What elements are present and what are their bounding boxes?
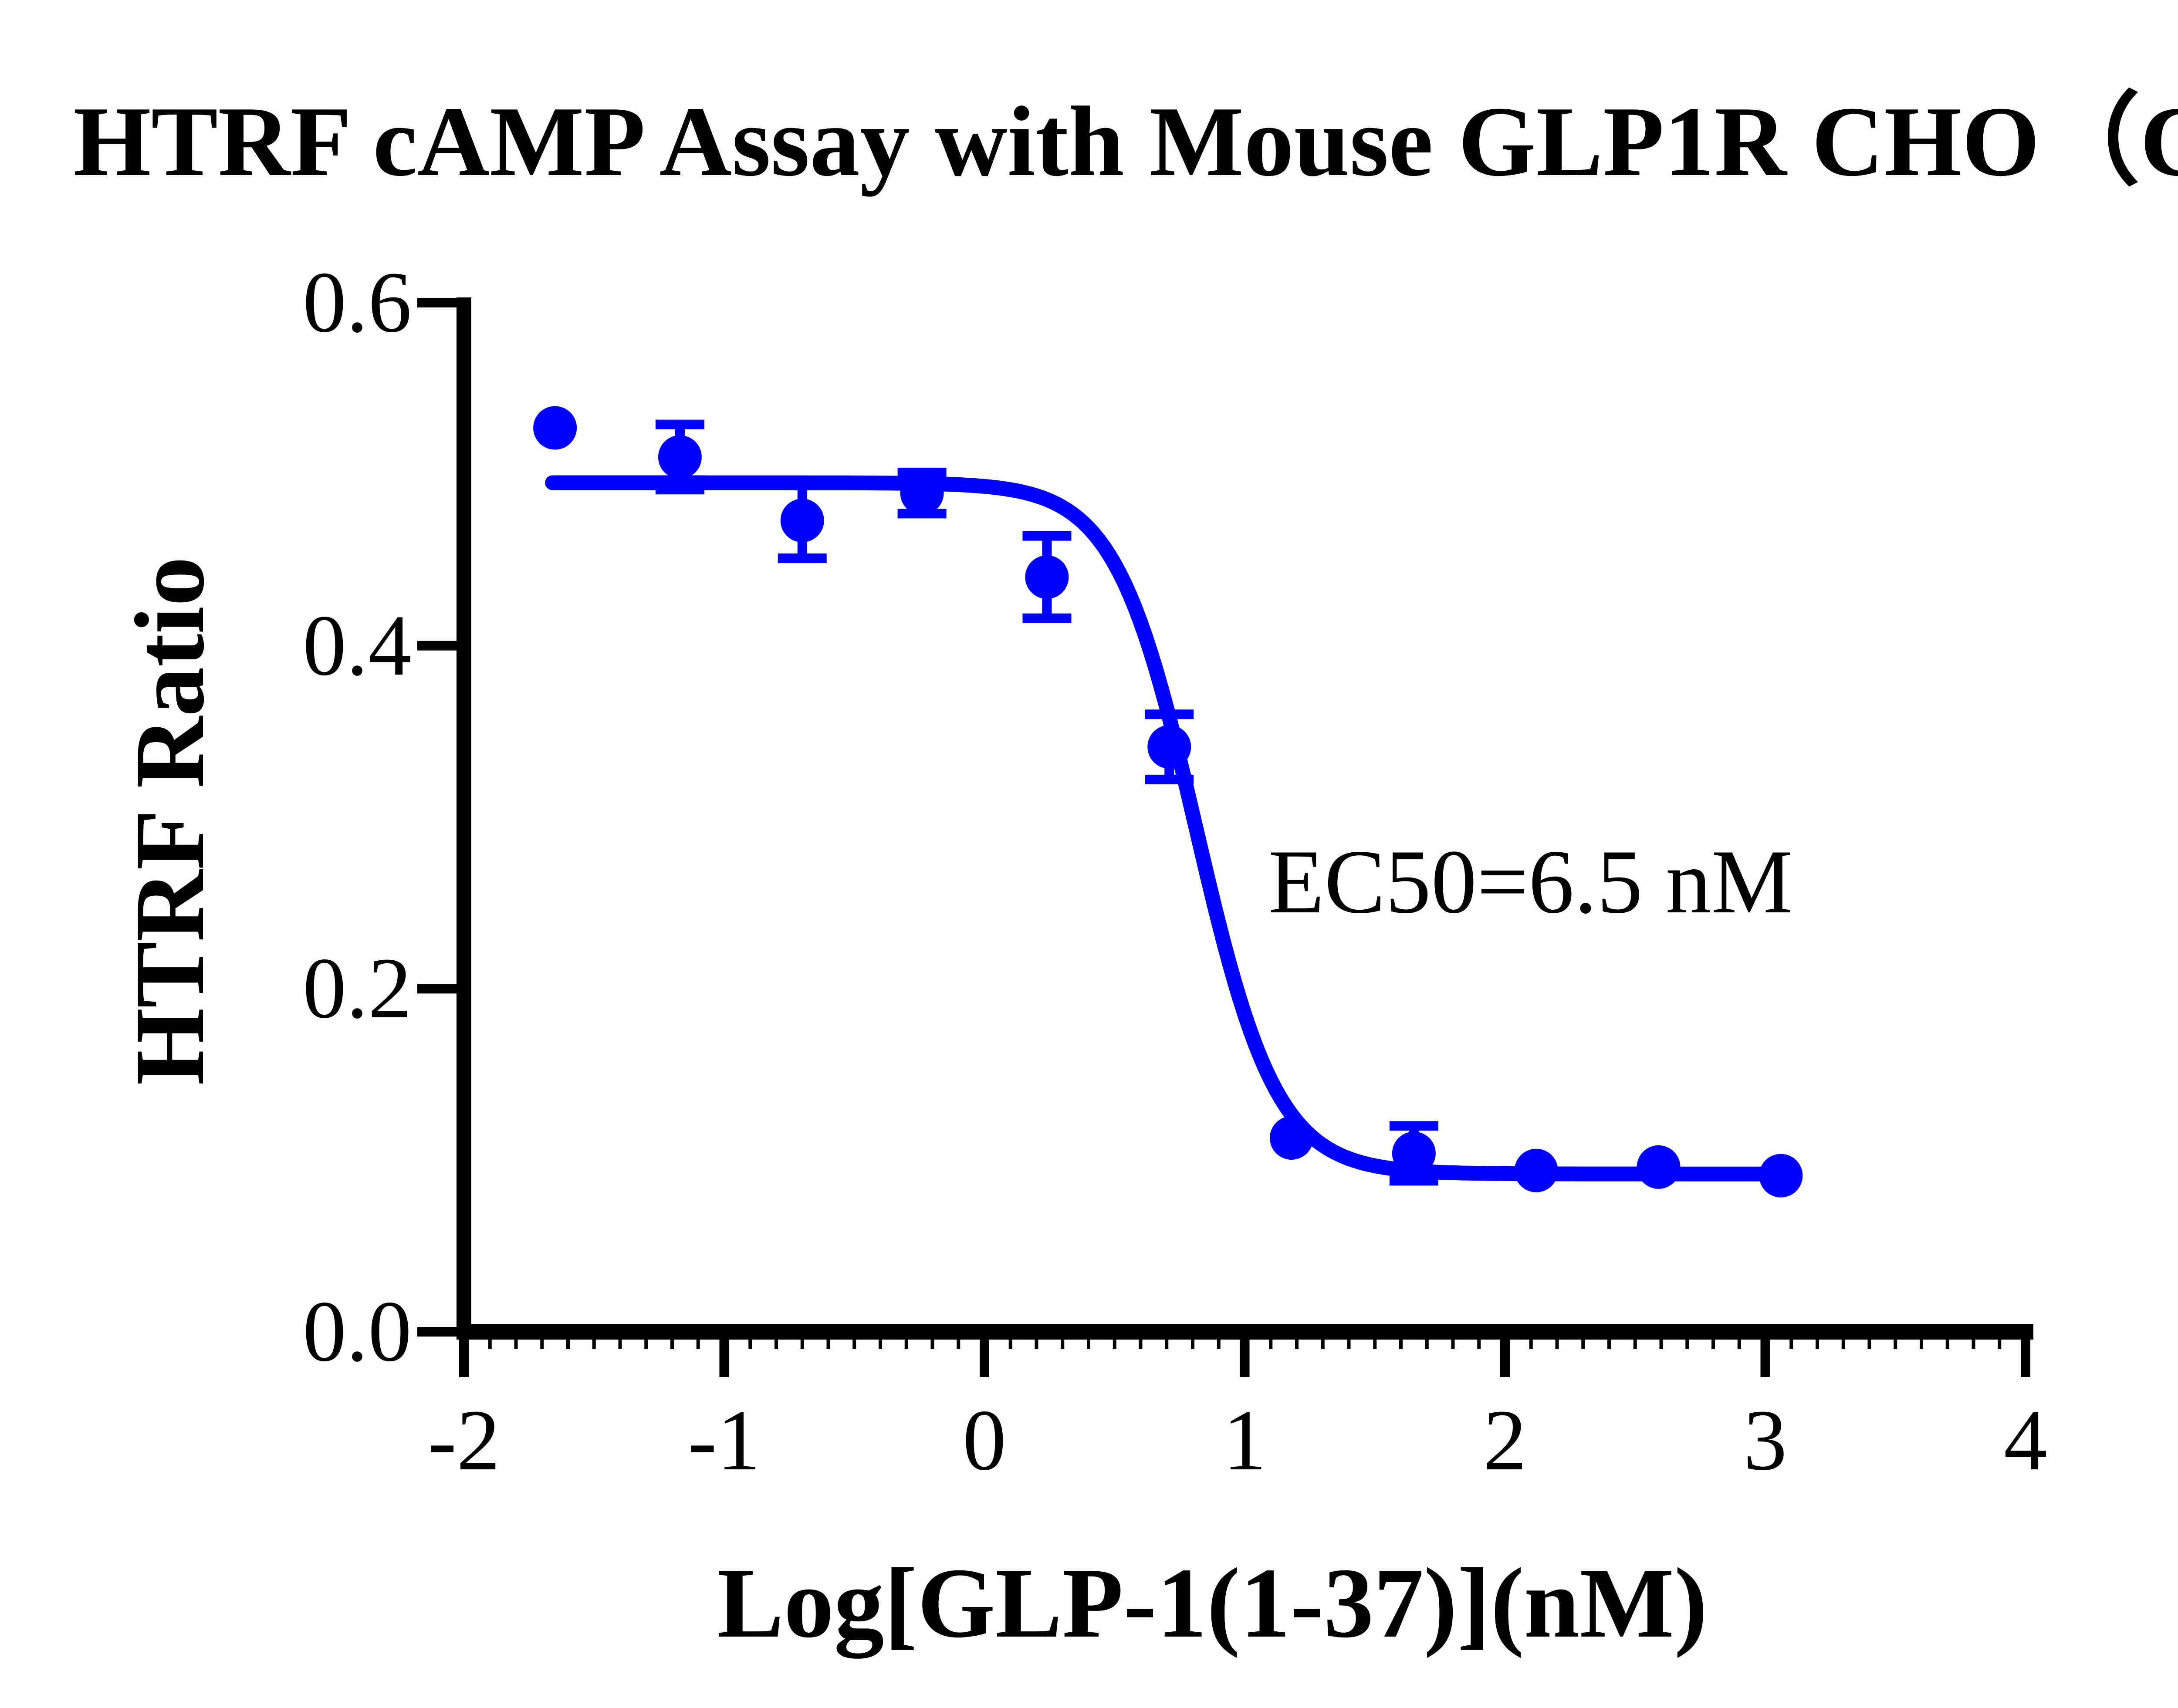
fit-curve — [545, 475, 1789, 1181]
x-minor-tick-mark — [1425, 1340, 1429, 1349]
x-minor-tick-mark — [514, 1340, 518, 1349]
data-point — [1759, 1154, 1803, 1198]
x-minor-tick-mark — [1191, 1340, 1194, 1349]
data-point — [658, 435, 702, 479]
x-minor-tick-mark — [1373, 1340, 1377, 1349]
x-minor-tick-mark — [957, 1340, 960, 1349]
x-minor-tick-mark — [1555, 1340, 1559, 1349]
x-minor-tick-mark — [644, 1340, 648, 1349]
ec50-annotation: EC50=6.5 nM — [1268, 831, 1793, 932]
data-point — [900, 471, 944, 515]
x-axis-label: Log[GLP-1(1-37)](nM) — [717, 1547, 1708, 1658]
x-minor-tick-mark — [1711, 1340, 1715, 1349]
x-minor-tick-mark — [800, 1340, 804, 1349]
x-tick-label: 3 — [1743, 1392, 1787, 1489]
y-tick-mark — [417, 641, 457, 651]
x-tick-mark — [1240, 1340, 1250, 1377]
x-minor-tick-mark — [1659, 1340, 1663, 1349]
y-tick-mark — [417, 984, 457, 994]
y-tick-mark — [417, 1327, 457, 1337]
x-minor-tick-mark — [566, 1340, 570, 1349]
x-tick-mark — [1500, 1340, 1510, 1377]
x-minor-tick-mark — [1087, 1340, 1090, 1349]
x-minor-tick-mark — [1035, 1340, 1038, 1349]
x-minor-tick-mark — [592, 1340, 596, 1349]
x-minor-tick-mark — [826, 1340, 830, 1349]
x-minor-tick-mark — [1295, 1340, 1299, 1349]
y-axis-label: HTRF Ratio — [115, 557, 225, 1085]
x-minor-tick-mark — [1789, 1340, 1793, 1349]
y-tick-mark — [417, 298, 457, 308]
x-minor-tick-mark — [1581, 1340, 1585, 1349]
x-tick-mark — [1760, 1340, 1770, 1377]
y-tick-label: 0.6 — [303, 254, 412, 351]
x-minor-tick-mark — [1008, 1340, 1012, 1349]
x-minor-tick-mark — [1633, 1340, 1637, 1349]
x-minor-tick-mark — [1816, 1340, 1819, 1349]
x-tick-label: 0 — [963, 1392, 1006, 1489]
chart-title: HTRF cAMP Assay with Mouse GLP1R CHO（C15… — [73, 86, 2178, 197]
x-minor-tick-mark — [1945, 1340, 1949, 1349]
x-minor-tick-mark — [1998, 1340, 2002, 1349]
x-minor-tick-mark — [618, 1340, 622, 1349]
x-minor-tick-mark — [1451, 1340, 1455, 1349]
x-tick-label: 4 — [2004, 1392, 2047, 1489]
data-point — [780, 499, 824, 543]
x-minor-tick-mark — [670, 1340, 674, 1349]
x-minor-tick-mark — [904, 1340, 908, 1349]
x-tick-label: -2 — [427, 1392, 501, 1489]
x-minor-tick-mark — [1399, 1340, 1403, 1349]
x-minor-tick-mark — [774, 1340, 778, 1349]
x-minor-tick-mark — [1347, 1340, 1351, 1349]
x-minor-tick-mark — [1972, 1340, 1975, 1349]
x-minor-tick-mark — [1607, 1340, 1611, 1349]
x-minor-tick-mark — [1920, 1340, 1923, 1349]
x-tick-mark — [980, 1340, 989, 1377]
x-minor-tick-mark — [1529, 1340, 1533, 1349]
x-minor-tick-mark — [1269, 1340, 1273, 1349]
x-minor-tick-mark — [1685, 1340, 1689, 1349]
y-tick-label: 0.0 — [303, 1283, 412, 1380]
x-minor-tick-mark — [748, 1340, 752, 1349]
x-minor-tick-mark — [540, 1340, 544, 1349]
x-minor-tick-mark — [1867, 1340, 1871, 1349]
x-minor-tick-mark — [1894, 1340, 1897, 1349]
x-minor-tick-mark — [879, 1340, 882, 1349]
x-tick-label: 1 — [1223, 1392, 1267, 1489]
y-tick-label: 0.2 — [303, 940, 412, 1037]
x-tick-mark — [2021, 1340, 2030, 1377]
data-point — [1025, 555, 1069, 599]
x-minor-tick-mark — [1321, 1340, 1325, 1349]
x-minor-tick-mark — [1139, 1340, 1143, 1349]
x-axis-line — [457, 1324, 2033, 1340]
x-minor-tick-mark — [1061, 1340, 1065, 1349]
x-minor-tick-mark — [930, 1340, 934, 1349]
x-minor-tick-mark — [488, 1340, 492, 1349]
x-minor-tick-mark — [1217, 1340, 1221, 1349]
y-axis-line — [457, 297, 471, 1340]
x-minor-tick-mark — [696, 1340, 700, 1349]
data-point — [1147, 725, 1191, 769]
x-minor-tick-mark — [1841, 1340, 1845, 1349]
x-minor-tick-mark — [1165, 1340, 1169, 1349]
x-minor-tick-mark — [1477, 1340, 1481, 1349]
x-tick-mark — [719, 1340, 729, 1377]
data-point — [1392, 1131, 1436, 1175]
x-tick-label: -1 — [688, 1392, 761, 1489]
x-tick-label: 2 — [1483, 1392, 1527, 1489]
data-point — [1514, 1148, 1558, 1192]
data-point — [1637, 1145, 1681, 1189]
x-minor-tick-mark — [852, 1340, 856, 1349]
x-tick-mark — [459, 1340, 469, 1377]
x-minor-tick-mark — [1737, 1340, 1741, 1349]
y-tick-label: 0.4 — [303, 597, 412, 694]
x-minor-tick-mark — [1113, 1340, 1116, 1349]
data-point — [533, 406, 577, 450]
data-point — [1270, 1116, 1314, 1160]
